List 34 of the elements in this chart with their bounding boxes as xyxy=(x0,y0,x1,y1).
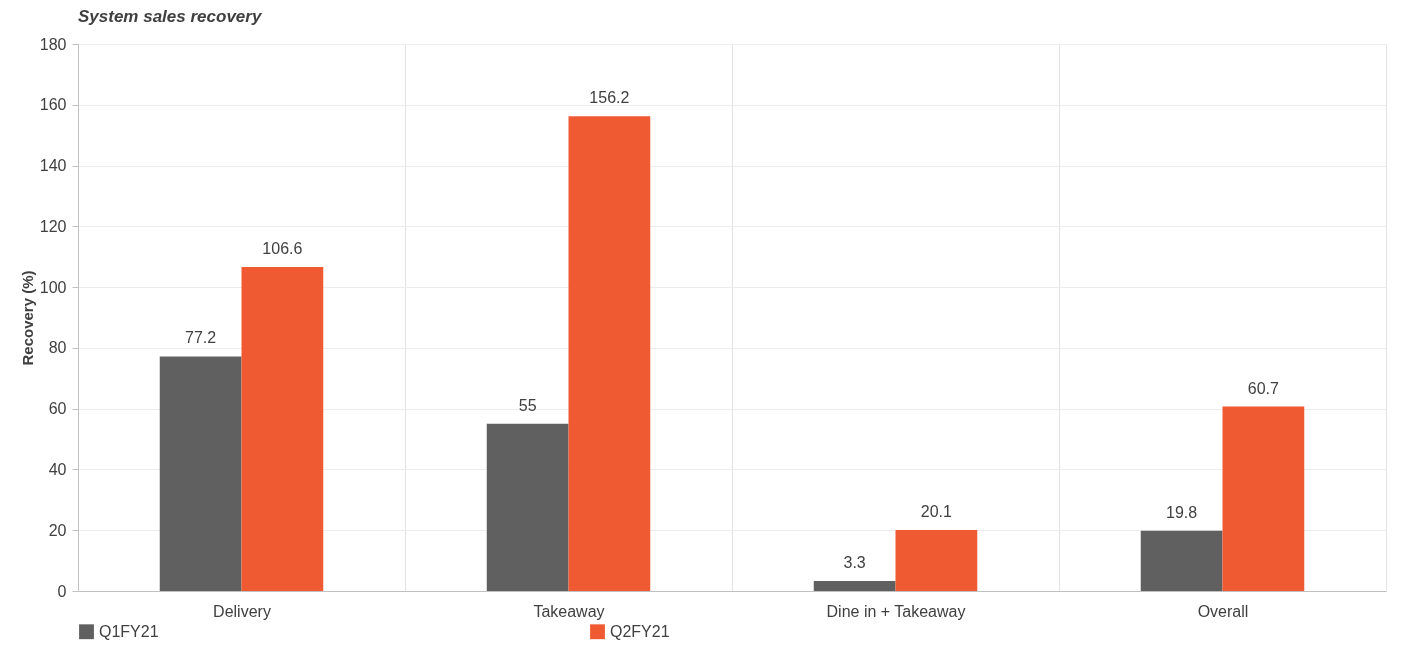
chart-title: System sales recovery xyxy=(78,7,263,26)
y-tick-label: 20 xyxy=(48,521,67,539)
bar xyxy=(895,529,978,591)
y-tick-label: 160 xyxy=(39,96,67,114)
legend-label: Q2FY21 xyxy=(610,622,670,640)
x-tick-label: Dine in + Takeaway xyxy=(826,602,966,620)
bar xyxy=(568,116,651,591)
bar xyxy=(241,267,324,591)
legend-label: Q1FY21 xyxy=(99,622,159,640)
bar xyxy=(159,356,242,591)
y-tick-label: 140 xyxy=(39,157,67,175)
data-label: 60.7 xyxy=(1247,379,1280,397)
y-tick-label: 120 xyxy=(39,217,67,235)
y-tick-label: 180 xyxy=(39,35,67,53)
x-tick-label: Delivery xyxy=(213,602,271,620)
y-tick-label: 80 xyxy=(48,339,67,357)
bar xyxy=(486,423,569,591)
y-axis-title: Recovery (%) xyxy=(18,270,36,366)
bar xyxy=(1140,530,1223,591)
y-tick-label: 0 xyxy=(57,582,67,600)
x-tick-label: Takeaway xyxy=(533,602,605,620)
y-tick-label: 60 xyxy=(48,400,67,418)
data-label: 77.2 xyxy=(185,329,217,347)
data-label: 3.3 xyxy=(843,553,866,571)
x-tick-label: Overall xyxy=(1197,602,1249,620)
data-label: 156.2 xyxy=(589,89,630,107)
data-label: 55 xyxy=(518,396,537,414)
y-tick-label: 40 xyxy=(48,460,67,478)
bar xyxy=(813,580,896,591)
data-label: 106.6 xyxy=(262,240,303,258)
bar xyxy=(1222,406,1305,591)
y-tick-label: 100 xyxy=(39,278,67,296)
data-label: 19.8 xyxy=(1166,503,1198,521)
data-label: 20.1 xyxy=(920,502,953,520)
